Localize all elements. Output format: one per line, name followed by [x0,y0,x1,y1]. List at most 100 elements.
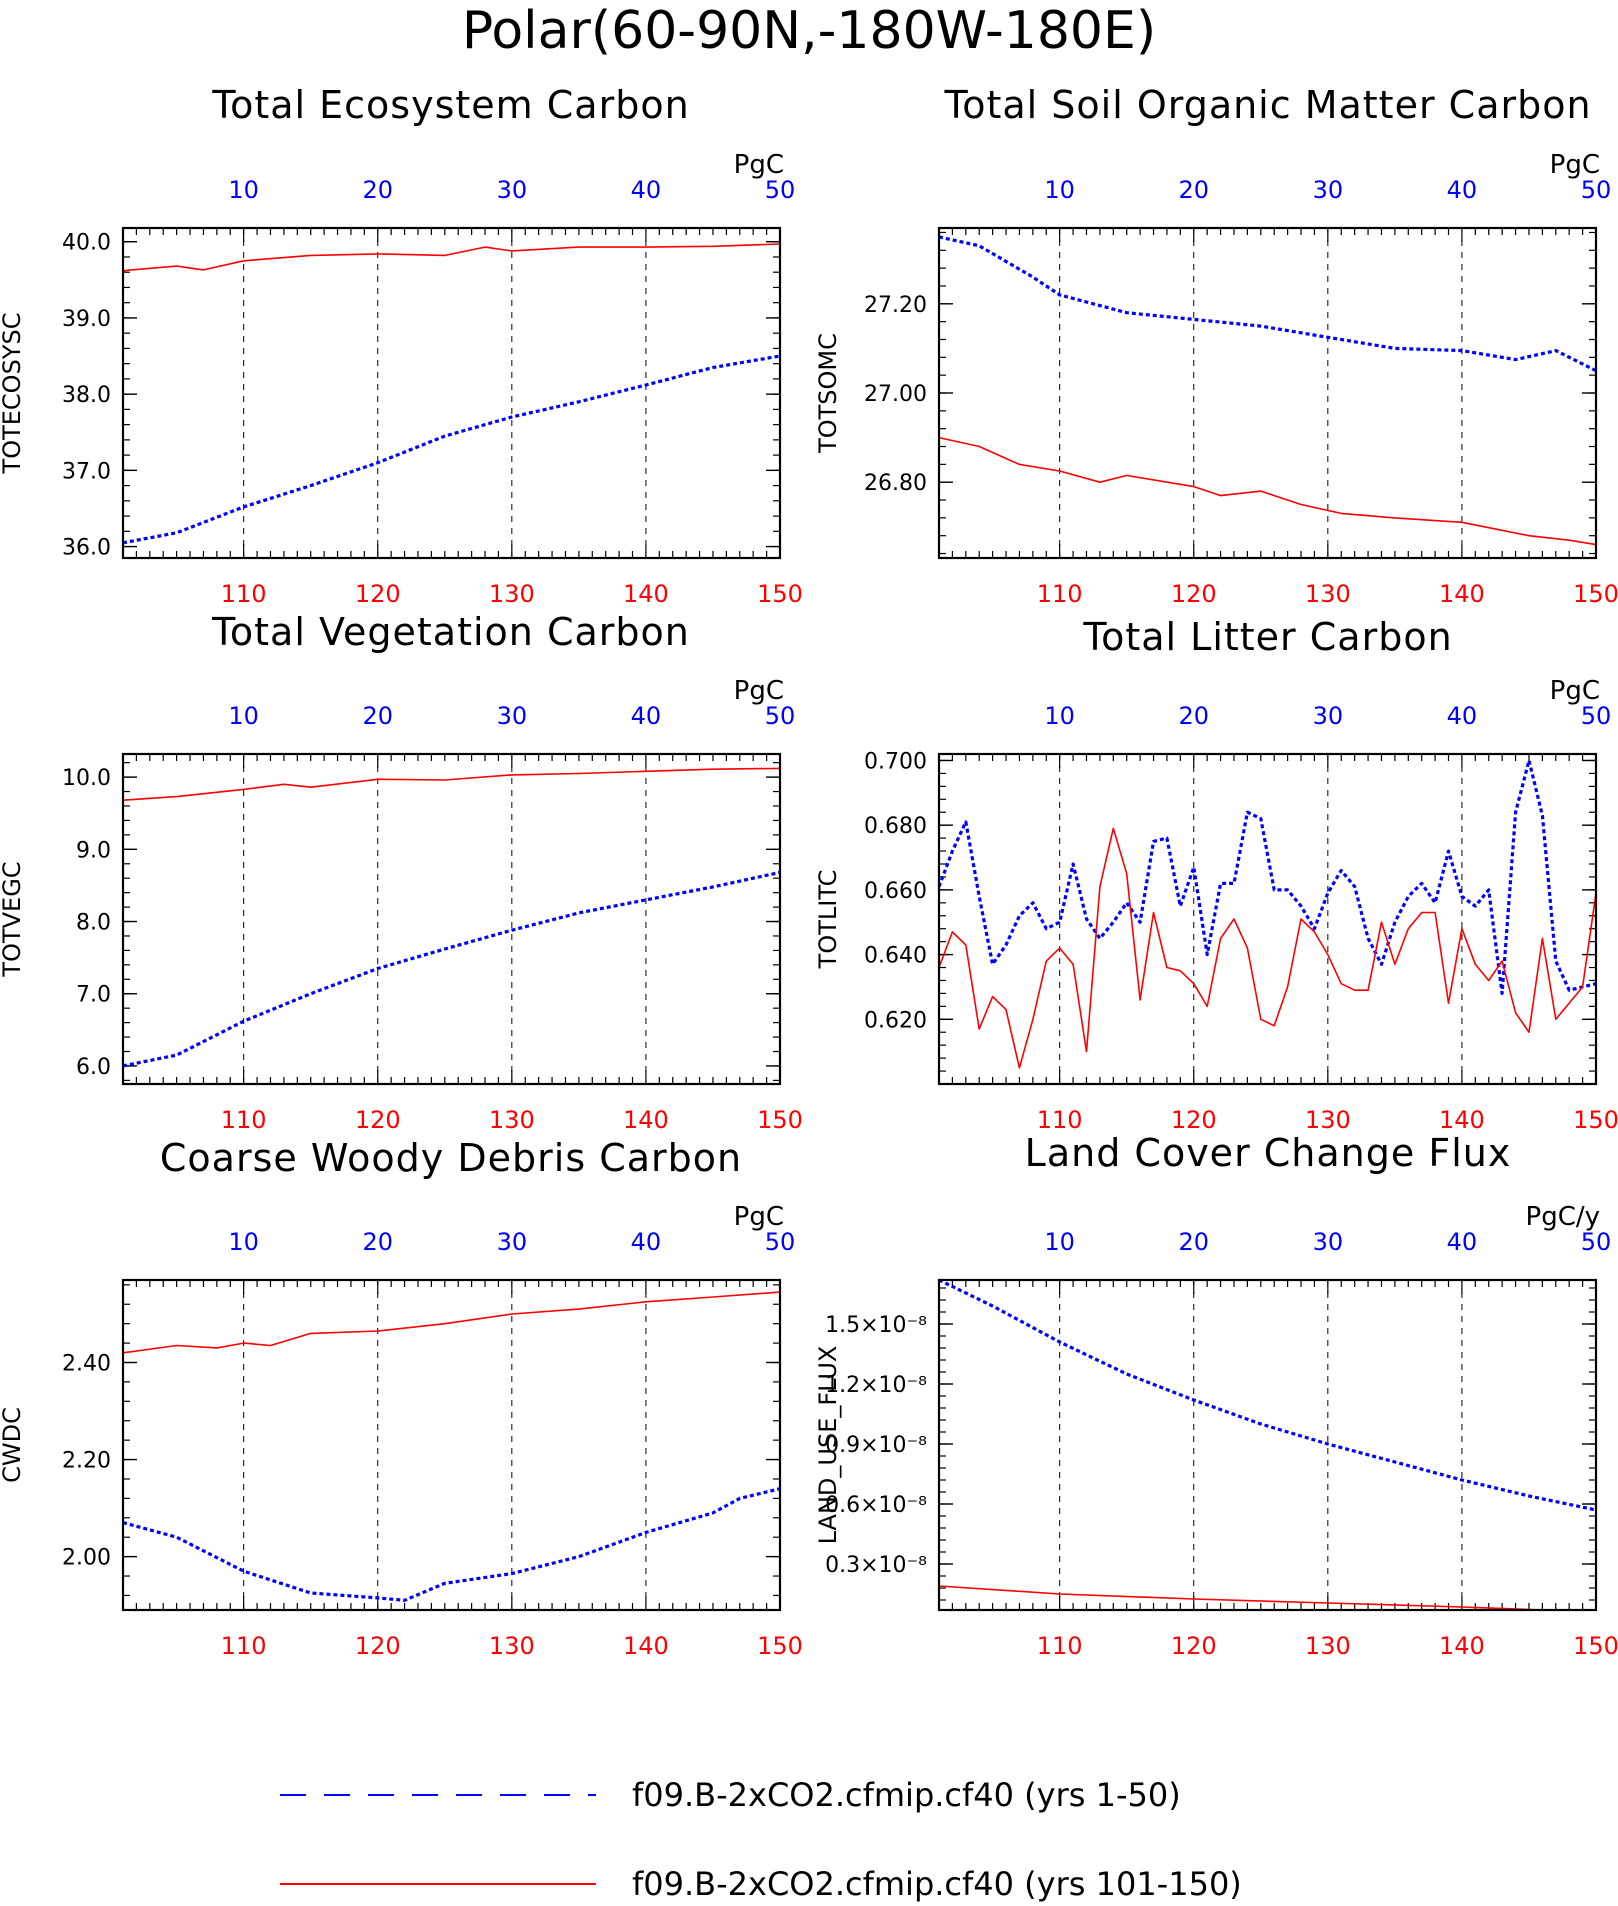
top-tick-label: 30 [1313,1228,1344,1256]
y-tick-label: 0.660 [864,879,927,904]
top-tick-label: 40 [631,176,662,204]
top-tick-label: 30 [497,1228,528,1256]
legend: f09.B-2xCO2.cfmip.cf40 (yrs 1-50) f09.B-… [280,1776,1242,1903]
bottom-tick-label: 120 [355,580,401,608]
bottom-tick-label: 140 [623,1106,669,1134]
y-tick-label: 1.2×10⁻⁸ [825,1373,927,1398]
top-tick-label: 10 [1044,702,1075,730]
chart-total-vegetation-carbon: Total Vegetation Carbon PgC TOTVEGC 10 20 30 4… [0,610,803,1134]
bottom-tick-label: 150 [1573,1632,1618,1660]
bottom-tick-label: 150 [757,1106,803,1134]
series-line-yrs-101-150 [122,1291,781,1354]
top-tick-label: 20 [362,1228,393,1256]
y-axis-label: TOTECOSYSC [0,313,26,475]
top-tick-label: 30 [1313,176,1344,204]
series-line-yrs-101-150 [938,827,1597,1069]
series-line-yrs-101-150 [122,243,781,272]
y-axis-label: LAND_USE_FLUX [814,1346,842,1545]
bottom-tick-label: 150 [1573,580,1618,608]
top-tick-label: 50 [765,702,796,730]
y-tick-label: 26.80 [864,471,927,496]
y-tick-label: 0.680 [864,814,927,839]
top-tick-label: 10 [228,176,259,204]
figure-title: Polar(60-90N,-180W-180E) [462,1,1156,61]
y-tick-label: 39.0 [62,307,111,332]
bottom-tick-label: 130 [489,1632,535,1660]
bottom-tick-label: 140 [623,580,669,608]
chart-total-litter-carbon: Total Litter Carbon PgC TOTLITC 10 20 30 40 50 1… [814,615,1618,1134]
chart-land-cover-change-flux: Land Cover Change Flux PgC/y LAND_USE_FLUX… [814,1131,1618,1660]
y-tick-label: 6.0 [76,1055,111,1080]
y-tick-label: 27.00 [864,382,927,407]
bottom-tick-label: 120 [355,1106,401,1134]
plot-frame [121,226,782,560]
y-tick-label: 37.0 [62,459,111,484]
bottom-tick-label: 120 [1171,580,1217,608]
unit-label: PgC [1550,150,1600,180]
bottom-tick-label: 140 [623,1632,669,1660]
y-tick-label: 2.40 [62,1352,111,1377]
top-tick-label: 20 [362,702,393,730]
plot-frame [937,752,1598,1086]
top-tick-label: 30 [497,176,528,204]
series-line-yrs-1-50 [938,1278,1597,1512]
series-line-yrs-1-50 [122,870,781,1068]
bottom-tick-label: 130 [1305,580,1351,608]
y-axis-label: TOTSOMC [814,333,842,454]
top-tick-label: 50 [765,176,796,204]
top-tick-label: 10 [228,702,259,730]
y-tick-label: 1.5×10⁻⁸ [825,1313,927,1338]
y-tick-label: 0.620 [864,1008,927,1033]
bottom-tick-label: 140 [1439,1632,1485,1660]
top-tick-label: 50 [1581,176,1612,204]
y-tick-label: 0.700 [864,749,927,774]
y-tick-label: 9.0 [76,838,111,863]
top-tick-label: 40 [1447,702,1478,730]
series-line-yrs-1-50 [122,354,781,545]
top-tick-label: 10 [1044,176,1075,204]
bottom-tick-label: 150 [1573,1106,1618,1134]
top-tick-label: 40 [1447,1228,1478,1256]
top-tick-label: 40 [631,1228,662,1256]
plot-frame [937,1278,1598,1612]
top-tick-label: 40 [1447,176,1478,204]
bottom-tick-label: 130 [1305,1106,1351,1134]
bottom-tick-label: 140 [1439,580,1485,608]
legend-label-yrs-101-150: f09.B-2xCO2.cfmip.cf40 (yrs 101-150) [632,1865,1242,1903]
top-tick-label: 30 [1313,702,1344,730]
chart-title: Total Ecosystem Carbon [211,83,689,127]
bottom-tick-label: 140 [1439,1106,1485,1134]
panels: Total Ecosystem Carbon PgC TOTECOSYSC 10 20 3… [0,83,1618,1660]
bottom-tick-label: 150 [757,580,803,608]
bottom-tick-label: 110 [1037,580,1083,608]
bottom-tick-label: 130 [1305,1632,1351,1660]
chart-title: Total Soil Organic Matter Carbon [943,83,1591,127]
unit-label: PgC [1550,676,1600,706]
plot-frame [121,1278,782,1612]
y-axis-label: TOTVEGC [0,861,26,977]
top-tick-label: 50 [765,1228,796,1256]
unit-label: PgC [734,676,784,706]
y-tick-label: 2.20 [62,1449,111,1474]
y-axis-label: TOTLITC [814,870,842,970]
series-line-yrs-101-150 [938,436,1597,546]
top-tick-label: 10 [1044,1228,1075,1256]
unit-label: PgC [734,1202,784,1232]
y-tick-label: 8.0 [76,911,111,936]
series-line-yrs-1-50 [937,758,1597,996]
bottom-tick-label: 110 [221,1632,267,1660]
bottom-tick-label: 120 [1171,1632,1217,1660]
y-tick-label: 10.0 [62,766,111,791]
y-tick-label: 2.00 [62,1546,111,1571]
series-line-yrs-101-150 [122,767,781,801]
y-tick-label: 0.6×10⁻⁸ [825,1493,927,1518]
top-tick-label: 20 [1178,702,1209,730]
top-tick-label: 30 [497,702,528,730]
chart-total-soil-organic-matter-carbon: Total Soil Organic Matter Carbon PgC TOTSO… [814,83,1618,608]
chart-total-ecosystem-carbon: Total Ecosystem Carbon PgC TOTECOSYSC 10 20 3… [0,83,803,608]
bottom-tick-label: 120 [1171,1106,1217,1134]
y-tick-label: 36.0 [62,536,111,561]
top-tick-label: 20 [362,176,393,204]
series-line-yrs-1-50 [938,235,1597,373]
